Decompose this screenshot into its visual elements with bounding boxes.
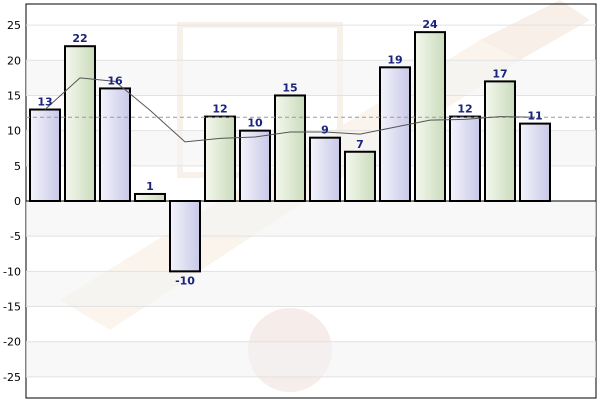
- data-label: 12: [212, 103, 227, 116]
- data-label: 1: [146, 180, 154, 193]
- bar[interactable]: [99, 87, 131, 202]
- bar[interactable]: [309, 136, 341, 203]
- y-axis: -25 -20 -15 -10 -5 0 5 10 15 20 25: [3, 19, 21, 384]
- bars: [29, 31, 551, 273]
- data-label: 13: [37, 96, 52, 109]
- data-label: 22: [72, 32, 87, 45]
- data-label: 16: [107, 74, 123, 87]
- bar[interactable]: [449, 115, 481, 202]
- data-label: 19: [387, 53, 402, 66]
- bar[interactable]: [64, 45, 96, 203]
- data-label: 10: [247, 117, 263, 130]
- bar[interactable]: [414, 31, 446, 203]
- y-tick-label: 0: [14, 195, 21, 208]
- bar[interactable]: [29, 108, 61, 202]
- y-tick-label: 5: [14, 160, 21, 173]
- y-tick-label: -20: [3, 336, 21, 349]
- data-label: 24: [422, 18, 438, 31]
- bar[interactable]: [169, 200, 201, 273]
- data-label: 9: [321, 124, 329, 137]
- bar[interactable]: [274, 94, 306, 202]
- bar[interactable]: [484, 80, 516, 202]
- bar[interactable]: [204, 115, 236, 202]
- moving-average-line: [44, 77, 536, 143]
- data-label: 11: [527, 110, 542, 123]
- bar[interactable]: [134, 192, 166, 202]
- y-tick-label: -15: [3, 301, 21, 314]
- y-tick-label: -10: [3, 265, 21, 278]
- grid-band: [26, 201, 596, 237]
- y-tick-label: 15: [7, 89, 21, 102]
- y-tick-label: 25: [7, 19, 21, 32]
- y-tick-label: 10: [7, 125, 21, 138]
- lines: [26, 77, 596, 143]
- bar[interactable]: [344, 150, 376, 202]
- data-label: 12: [457, 103, 472, 116]
- bar[interactable]: [379, 66, 411, 202]
- y-tick-label: -5: [10, 230, 21, 243]
- grid-band: [26, 271, 596, 307]
- y-tick-label: -25: [3, 371, 21, 384]
- bar[interactable]: [519, 122, 551, 202]
- y-tick-label: 20: [7, 54, 21, 67]
- data-label: -10: [175, 274, 195, 287]
- data-labels: 13 22 16 1 -10 12 10 15 9 7 19 24 12 17 11: [37, 18, 542, 287]
- bar[interactable]: [239, 129, 271, 202]
- data-label: 17: [492, 67, 507, 80]
- grid-band: [26, 341, 596, 377]
- data-label: 7: [356, 138, 364, 151]
- data-label: 15: [282, 81, 297, 94]
